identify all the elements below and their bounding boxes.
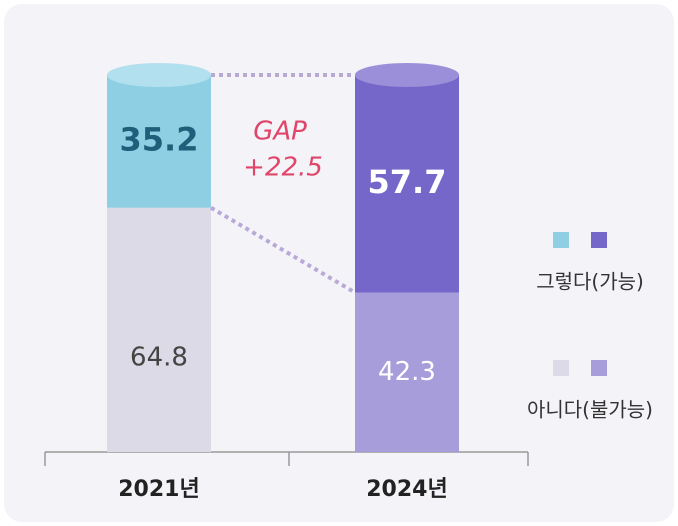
bar-segment [107,207,211,452]
background [4,4,674,522]
x-tick-label: 2024년 [366,477,447,502]
legend-swatch [553,360,569,376]
legend-swatch [553,232,569,248]
gap-value: +22.5 [243,153,323,183]
value-label: 35.2 [120,120,199,158]
legend-swatch [591,232,607,248]
value-label: 57.7 [368,163,447,201]
legend-swatch [591,360,607,376]
legend-label: 아니다(불가능) [527,398,653,422]
bar-cap [355,63,459,87]
bar-segment [355,75,459,293]
bar-segment [355,292,459,452]
value-label: 42.3 [378,357,436,387]
value-label: 64.8 [130,342,188,372]
legend-label: 그렇다(가능) [536,270,644,294]
connector [209,205,357,295]
bar-cap [107,63,211,87]
bar-segment [107,75,211,208]
x-tick-label: 2021년 [118,477,199,502]
gap-label: GAP [253,117,307,147]
